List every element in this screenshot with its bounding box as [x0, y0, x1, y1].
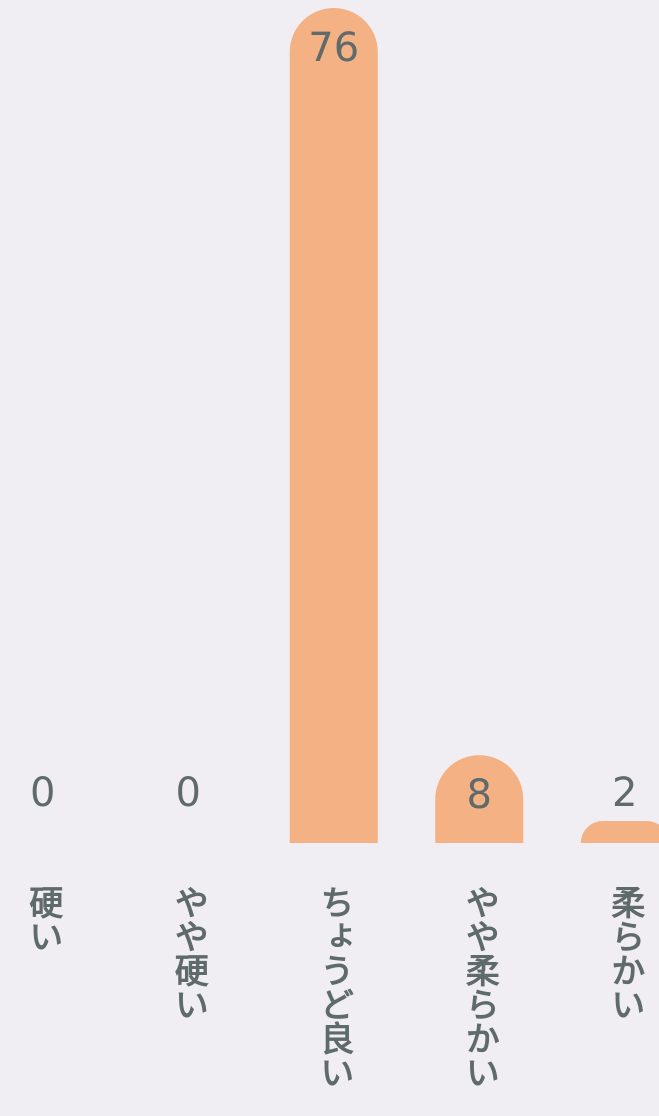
bar: [289, 8, 378, 843]
value-label: 0: [30, 770, 55, 816]
bar: [580, 821, 659, 843]
value-label: 0: [176, 770, 201, 816]
x-tick-label: やや柔らかい: [459, 885, 499, 1089]
x-tick-label: ちょうど良い: [314, 885, 354, 1089]
x-tick-label: 柔らかい: [605, 885, 645, 1021]
x-tick-label: 硬い: [23, 885, 63, 953]
value-label: 76: [308, 25, 359, 71]
value-label: 8: [467, 772, 492, 818]
x-tick-label: やや硬い: [168, 885, 208, 1021]
value-label: 2: [612, 770, 637, 816]
bar: [435, 755, 524, 843]
